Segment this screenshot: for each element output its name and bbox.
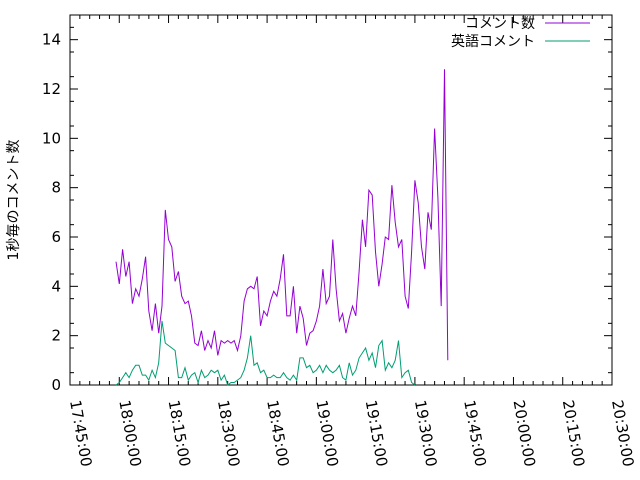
y-axis-label: 1秒毎のコメント数 bbox=[6, 140, 22, 261]
y-tick-label: 2 bbox=[51, 327, 61, 345]
y-tick-label: 10 bbox=[42, 129, 61, 147]
y-tick-label: 12 bbox=[42, 80, 61, 98]
y-tick-label: 14 bbox=[42, 31, 61, 49]
series-line-0 bbox=[115, 69, 449, 361]
legend-label-0: コメント数 bbox=[465, 16, 535, 32]
series-line-1 bbox=[115, 320, 416, 386]
series-layer bbox=[115, 69, 449, 386]
y-tick-label: 4 bbox=[51, 277, 61, 295]
y-tick-label: 0 bbox=[51, 376, 61, 394]
y-tick-label: 8 bbox=[51, 179, 61, 197]
y-tick-label: 6 bbox=[51, 228, 61, 246]
legend-label-1: 英語コメント bbox=[451, 33, 535, 50]
